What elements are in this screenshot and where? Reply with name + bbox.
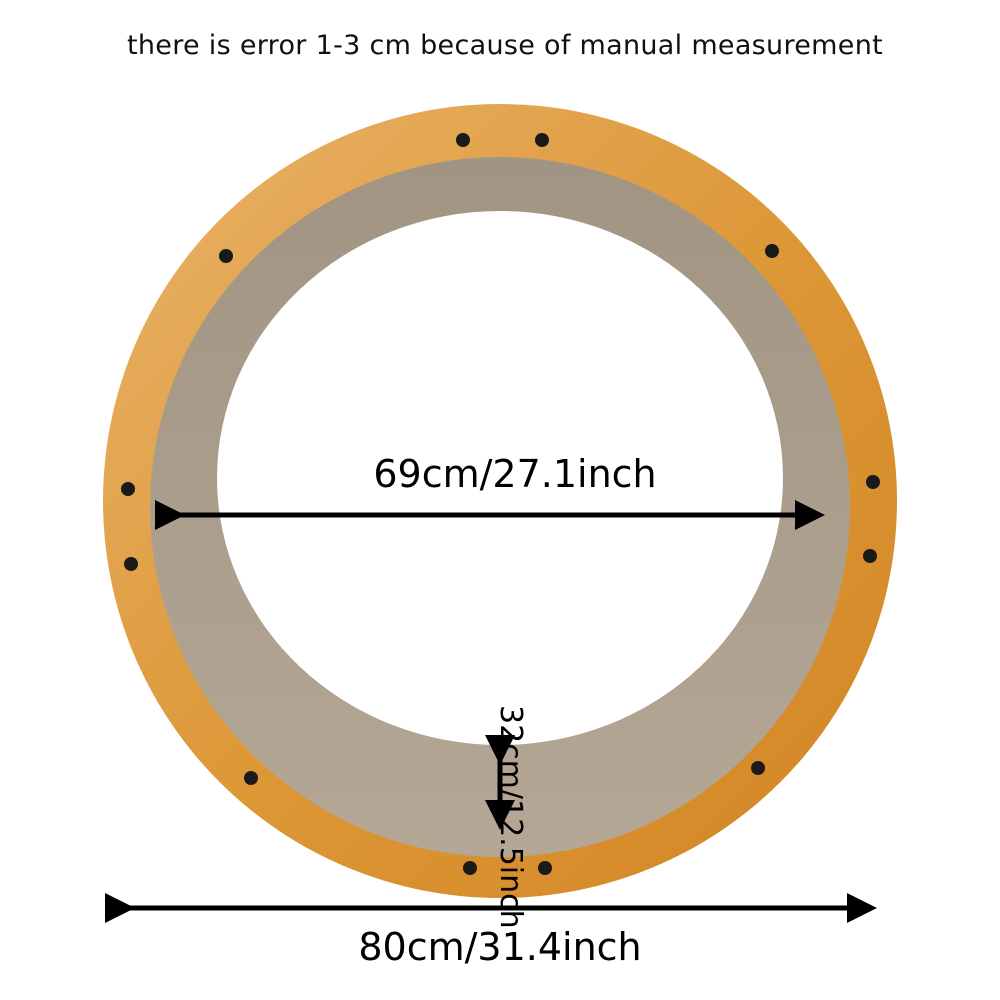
- inner-diameter-label: 69cm/27.1inch: [373, 452, 657, 496]
- screws: [121, 133, 880, 875]
- measurement-note: there is error 1-3 cm because of manual …: [126, 30, 883, 61]
- depth-label: 32cm/12.5inch: [493, 705, 528, 929]
- outer-diameter-label: 80cm/31.4inch: [358, 925, 642, 969]
- inner-opening: [217, 211, 783, 745]
